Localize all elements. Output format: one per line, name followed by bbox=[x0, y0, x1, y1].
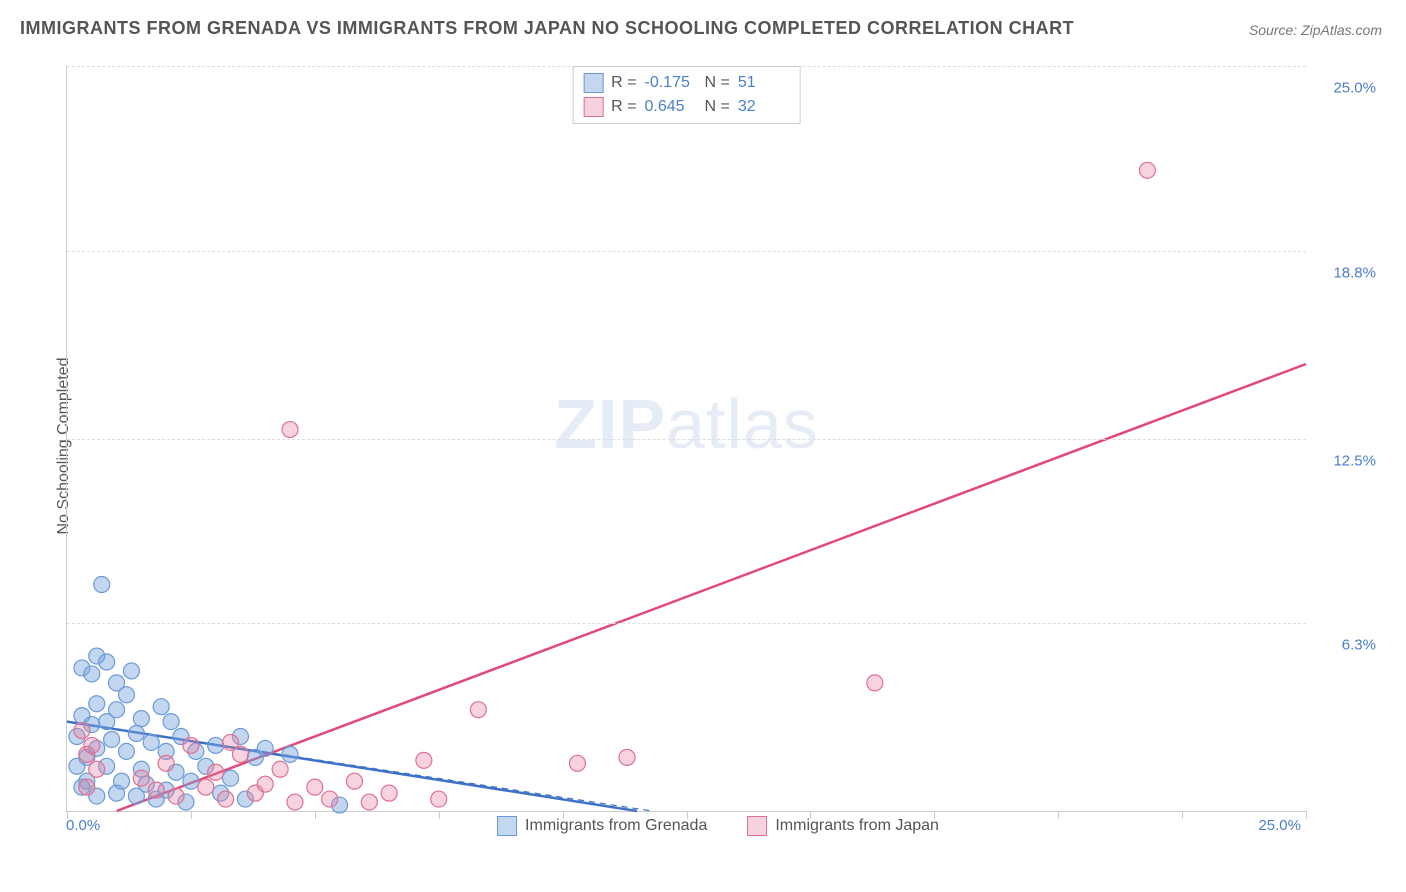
x-tick bbox=[191, 811, 192, 819]
n-label: N = bbox=[705, 74, 730, 92]
chart-area: No Schooling Completed ZIPatlas R = -0.1… bbox=[50, 50, 1386, 842]
legend-label-grenada: Immigrants from Grenada bbox=[525, 817, 707, 835]
y-tick-label: 12.5% bbox=[1316, 452, 1376, 469]
r-label: R = bbox=[611, 98, 636, 116]
r-label: R = bbox=[611, 74, 636, 92]
r-value-japan: 0.645 bbox=[645, 98, 697, 116]
chart-title: IMMIGRANTS FROM GRENADA VS IMMIGRANTS FR… bbox=[20, 18, 1074, 39]
r-value-grenada: -0.175 bbox=[645, 74, 697, 92]
x-tick bbox=[439, 811, 440, 819]
x-axis-min-label: 0.0% bbox=[66, 817, 100, 834]
y-tick-label: 25.0% bbox=[1316, 80, 1376, 97]
y-tick-label: 6.3% bbox=[1316, 637, 1376, 654]
legend-swatch-japan-icon bbox=[747, 816, 767, 836]
series-legend: Immigrants from Grenada Immigrants from … bbox=[497, 816, 939, 836]
n-label: N = bbox=[705, 98, 730, 116]
x-tick bbox=[1306, 811, 1307, 819]
x-tick bbox=[1182, 811, 1183, 819]
gridline-h bbox=[67, 623, 1306, 624]
correlation-row-2: R = 0.645 N = 32 bbox=[583, 95, 790, 119]
x-tick bbox=[1058, 811, 1059, 819]
correlation-row-1: R = -0.175 N = 51 bbox=[583, 71, 790, 95]
legend-item-japan: Immigrants from Japan bbox=[747, 816, 939, 836]
x-axis-max-label: 25.0% bbox=[1258, 817, 1301, 834]
y-tick-label: 18.8% bbox=[1316, 264, 1376, 281]
chart-container: IMMIGRANTS FROM GRENADA VS IMMIGRANTS FR… bbox=[0, 0, 1406, 892]
n-value-grenada: 51 bbox=[738, 74, 790, 92]
source-label: Source: ZipAtlas.com bbox=[1249, 22, 1382, 38]
gridline-h bbox=[67, 439, 1306, 440]
legend-swatch-japan bbox=[583, 97, 603, 117]
plot-area: ZIPatlas R = -0.175 N = 51 R = 0.645 N =… bbox=[66, 66, 1306, 812]
correlation-legend: R = -0.175 N = 51 R = 0.645 N = 32 bbox=[572, 66, 801, 124]
legend-item-grenada: Immigrants from Grenada bbox=[497, 816, 707, 836]
n-value-japan: 32 bbox=[738, 98, 790, 116]
legend-label-japan: Immigrants from Japan bbox=[775, 817, 939, 835]
gridline-h bbox=[67, 251, 1306, 252]
legend-swatch-grenada bbox=[583, 73, 603, 93]
x-tick bbox=[315, 811, 316, 819]
legend-swatch-grenada-icon bbox=[497, 816, 517, 836]
